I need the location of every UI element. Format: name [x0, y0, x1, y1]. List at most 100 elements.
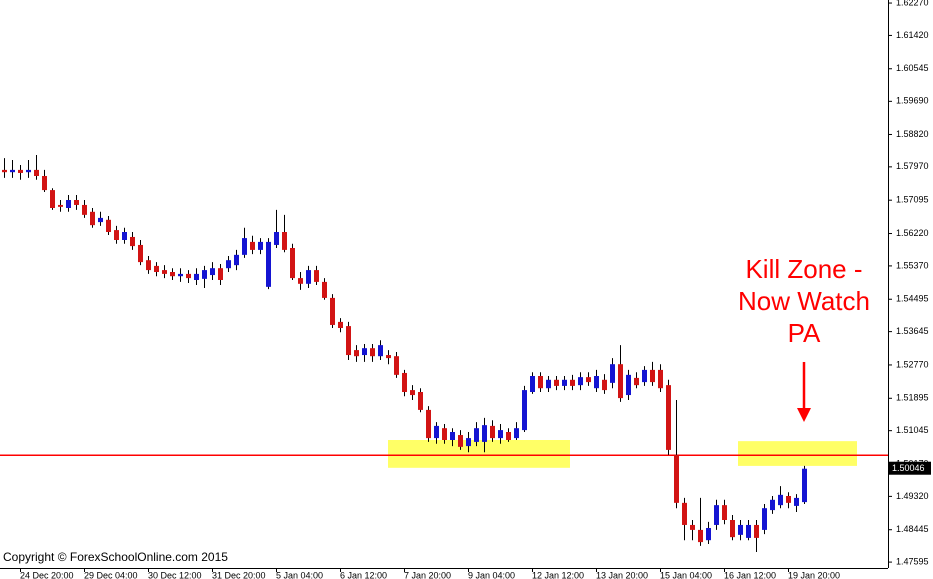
x-tick-label: 9 Jan 04:00	[468, 570, 515, 579]
candle-body	[234, 254, 239, 266]
candle-body	[474, 428, 479, 442]
candle-body	[610, 364, 615, 383]
candle-body	[634, 377, 639, 386]
y-tick-label: 1.51045	[896, 425, 929, 435]
candle-body	[674, 454, 679, 503]
candle-body	[602, 379, 607, 391]
candle-body	[714, 505, 719, 525]
x-tick-label: 30 Dec 12:00	[148, 570, 202, 579]
candle-body	[730, 520, 735, 538]
candle-body	[402, 372, 407, 392]
candle-body	[770, 499, 775, 511]
annotation: Kill Zone -	[745, 254, 862, 284]
candle-body	[146, 260, 151, 271]
candle-body	[370, 348, 375, 357]
candle-body	[194, 273, 199, 280]
candle-body	[546, 379, 551, 389]
x-tick-label: 13 Jan 20:00	[596, 570, 648, 579]
candle-body	[410, 390, 415, 396]
candle-body	[298, 278, 303, 284]
y-tick-label: 1.54495	[896, 294, 929, 304]
y-tick-label: 1.60545	[896, 63, 929, 73]
candle-body	[210, 268, 215, 276]
x-tick-label: 16 Jan 12:00	[724, 570, 776, 579]
candle-body	[442, 428, 447, 440]
y-tick-label: 1.51895	[896, 393, 929, 403]
x-tick-label: 7 Jan 20:00	[404, 570, 451, 579]
candle-body	[706, 528, 711, 541]
candle-body	[106, 219, 111, 232]
candle-body	[282, 232, 287, 250]
price-tag	[889, 461, 931, 475]
candle-body	[2, 169, 7, 173]
candle-body	[18, 169, 23, 173]
candle-body	[778, 494, 783, 506]
candle-body	[378, 345, 383, 357]
candle-body	[122, 232, 127, 240]
x-tick-label: 15 Jan 04:00	[660, 570, 712, 579]
x-tick-label: 12 Jan 12:00	[532, 570, 584, 579]
candle-body	[34, 169, 39, 176]
zone	[388, 440, 570, 468]
annotation: Now Watch	[738, 286, 870, 316]
x-tick-label: 24 Dec 20:00	[20, 570, 74, 579]
candle-body	[50, 190, 55, 208]
candle-body	[482, 425, 487, 442]
y-tick-label: 1.48445	[896, 524, 929, 534]
candle-body	[506, 432, 511, 440]
arrow-head	[797, 408, 811, 422]
candle-body	[642, 369, 647, 383]
candle-body	[338, 321, 343, 328]
candle-body	[522, 390, 527, 431]
candle-body	[250, 241, 255, 250]
y-tick-label: 1.59690	[896, 96, 929, 106]
candle-body	[514, 428, 519, 439]
candle-body	[682, 502, 687, 525]
y-tick-label: 1.56220	[896, 228, 929, 238]
candle-body	[754, 524, 759, 538]
candle-body	[466, 438, 471, 447]
x-tick-label: 5 Jan 04:00	[276, 570, 323, 579]
candle-body	[258, 241, 263, 250]
y-tick-label: 1.57095	[896, 195, 929, 205]
candle-body	[346, 326, 351, 356]
candle-body	[578, 377, 583, 386]
candle-body	[314, 270, 319, 282]
y-tick-label: 1.49320	[896, 491, 929, 501]
candle-body	[354, 350, 359, 357]
y-tick-label: 1.62270	[896, 0, 929, 7]
candle-body	[490, 425, 495, 439]
candle-body	[138, 244, 143, 263]
candle-body	[330, 297, 335, 325]
candle-body	[802, 468, 807, 503]
candle-body	[322, 281, 327, 298]
candle-body	[698, 529, 703, 543]
candle-body	[746, 524, 751, 538]
candle-body	[226, 260, 231, 269]
candle-body	[418, 392, 423, 410]
candle-body	[386, 355, 391, 359]
candle-body	[530, 376, 535, 392]
candle-body	[162, 270, 167, 274]
candle-body	[722, 505, 727, 520]
x-tick-label: 31 Dec 20:00	[212, 570, 266, 579]
candle-body	[58, 204, 63, 207]
candle-body	[82, 204, 87, 215]
candle-body	[586, 377, 591, 383]
y-tick-label: 1.61420	[896, 30, 929, 40]
y-tick-label: 1.58820	[896, 129, 929, 139]
y-tick-label: 1.55370	[896, 260, 929, 270]
candle-body	[98, 217, 103, 223]
y-tick-label: 1.53645	[896, 326, 929, 336]
candle-body	[10, 169, 15, 173]
candle-body	[690, 524, 695, 530]
zone	[738, 441, 857, 466]
candle-body	[66, 200, 71, 208]
candle-body	[594, 376, 599, 389]
candle-body	[658, 369, 663, 389]
candle-body	[762, 508, 767, 530]
candle-body	[26, 169, 31, 173]
candle-body	[498, 430, 503, 439]
candle-body	[458, 435, 463, 447]
